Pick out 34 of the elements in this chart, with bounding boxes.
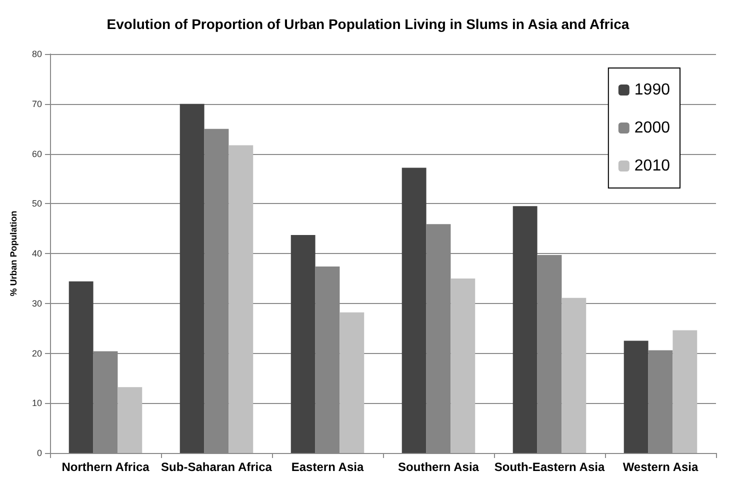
y-tick-label: 70 — [32, 98, 42, 109]
x-tick-label: Western Asia — [622, 460, 698, 474]
bar — [624, 340, 648, 453]
y-axis-title: % Urban Population — [8, 210, 18, 296]
bar — [68, 281, 94, 453]
bar — [672, 330, 698, 453]
bar — [648, 350, 673, 453]
bar — [562, 298, 586, 453]
y-tick-label: 0 — [36, 448, 42, 458]
bar — [228, 145, 254, 453]
y-tick-label: 40 — [32, 248, 42, 258]
bar — [402, 168, 426, 453]
x-tick-label: Sub-Saharan Africa — [161, 460, 272, 474]
chart-title: Evolution of Proportion of Urban Population Living in Slums in Asia and Africa — [106, 16, 630, 32]
y-tick-label: 50 — [32, 198, 42, 209]
y-tick-label: 20 — [32, 348, 42, 358]
bar — [180, 104, 204, 453]
x-tick-label: South-Eastern Asia — [494, 460, 605, 474]
bar — [204, 128, 229, 453]
legend-label: 2010 — [634, 158, 670, 174]
x-tick-label: Eastern Asia — [291, 460, 364, 474]
bar — [290, 235, 316, 453]
x-tick-label: Northern Africa — [62, 460, 150, 474]
bar — [118, 387, 142, 453]
y-tick-label: 10 — [32, 398, 42, 408]
y-tick-label: 30 — [32, 298, 42, 308]
bar — [340, 312, 364, 453]
legend-label: 1990 — [634, 82, 670, 98]
y-tick-label: 60 — [32, 148, 42, 159]
y-tick-label: 80 — [32, 49, 42, 59]
bar — [512, 206, 538, 453]
legend-label: 2000 — [634, 120, 670, 136]
x-tick-label: Southern Asia — [398, 460, 480, 474]
bar — [450, 278, 476, 453]
